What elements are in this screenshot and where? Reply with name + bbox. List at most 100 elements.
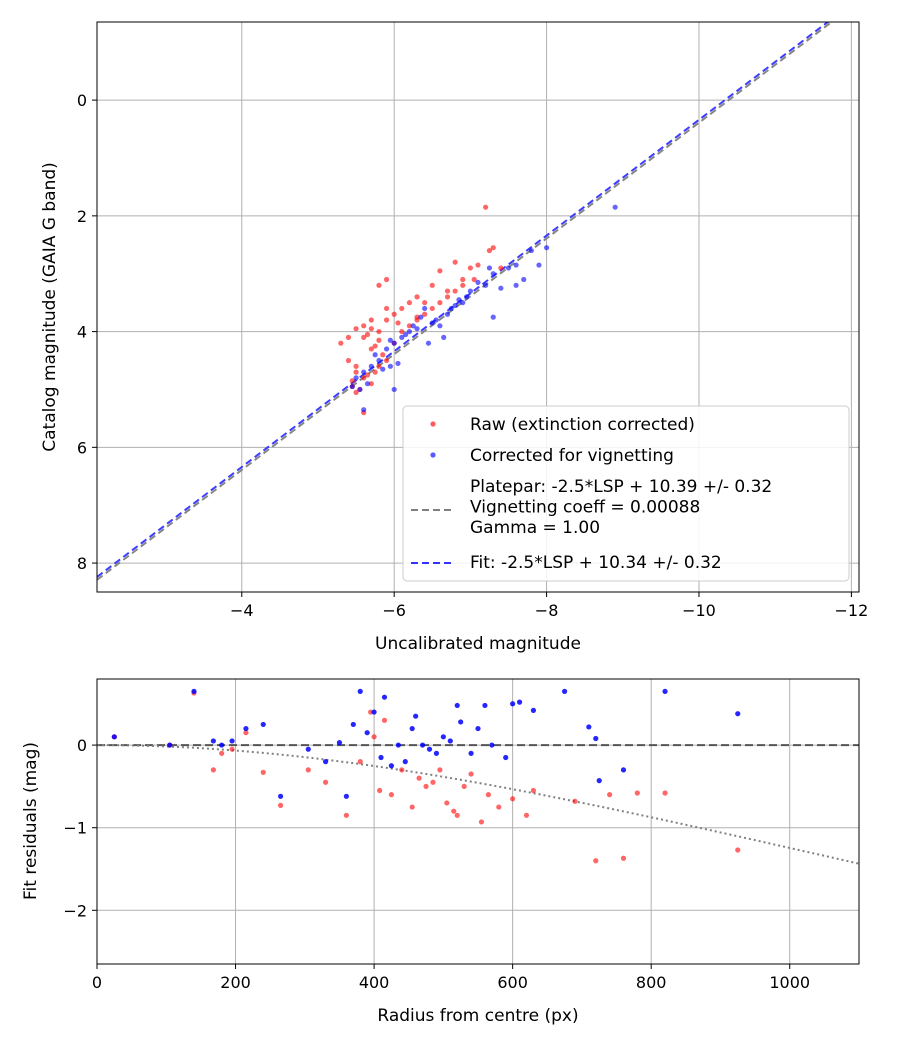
raw-residual-point [277,802,284,808]
legend: Raw (extinction corrected) Corrected for… [402,405,850,582]
legend-label-raw: Raw (extinction corrected) [470,415,695,435]
corrected-residual-point [378,754,384,761]
corrected-residual-point [381,694,388,700]
raw-point [471,276,477,283]
top-ticks: −4 −6 −8 −10 −12 0 2 4 6 8 [77,91,868,620]
raw-residual-point [468,771,474,777]
bottom-chart: 0 200 400 600 800 1000 0 −1 −2 Radius from centr… [21,678,860,1026]
corrected-point [513,262,519,268]
corrected-residual-point [662,688,668,694]
corrected-residual-point [343,793,349,799]
raw-residual-point [454,812,460,818]
legend-label-fit: Fit: -2.5*LSP + 10.34 +/- 0.32 [470,553,722,573]
raw-point [376,328,382,335]
corrected-point [399,334,405,340]
raw-point [383,357,390,364]
raw-point [422,300,428,306]
raw-residual-point [409,804,415,810]
raw-point [368,326,374,332]
raw-residual-point [229,746,235,752]
raw-residual-point [634,790,640,796]
corrected-residual-point [593,735,599,742]
raw-point [444,288,451,294]
raw-point [364,372,371,378]
raw-residual-point [260,769,266,775]
corrected-point [490,314,496,320]
corrected-point [422,305,428,312]
raw-residual-point [523,812,530,818]
raw-point [460,276,466,283]
bottom-x-tick-label: 400 [359,973,390,992]
corrected-residual-point [260,721,266,728]
corrected-residual-point [350,721,356,728]
raw-point [452,259,458,265]
corrected-residual-point [409,725,415,732]
corrected-point [391,386,397,393]
corrected-point [357,386,363,393]
raw-residual-point [530,787,537,794]
corrected-point [486,265,493,271]
raw-residual-point [496,804,502,810]
raw-point [361,334,367,340]
raw-point [391,311,397,317]
raw-residual-point [662,790,668,796]
raw-residual-point [381,717,388,723]
corrected-residual-point [323,759,329,765]
raw-residual-point [343,812,349,818]
raw-point [380,352,386,358]
raw-point [414,294,420,300]
corrected-residual-point [395,742,401,748]
raw-residual-point [210,767,216,773]
raw-residual-point [399,767,405,773]
bottom-axes-frame [96,678,860,965]
bottom-x-tick-label: 800 [636,973,667,992]
raw-residual-point [620,855,627,861]
bottom-ticks: 0 200 400 600 800 1000 0 −1 −2 [63,736,810,992]
top-y-axis-label: Catalog magnitude (GAIA G band) [40,162,60,452]
raw-point [372,369,378,375]
corrected-residual-point [454,702,460,709]
corrected-residual-point [426,746,433,752]
top-y-tick-label: 0 [77,91,87,110]
raw-point [429,282,435,288]
corrected-residual-point [482,702,488,709]
corrected-residual-point [503,754,509,761]
raw-residual-point [388,792,395,798]
corrected-residual-point [111,734,117,740]
legend-label-platepar: Platepar: -2.5*LSP + 10.39 +/- 0.32 Vigne… [470,477,772,538]
corrected-point [498,285,504,291]
raw-point [383,276,390,283]
corrected-point [475,279,481,286]
corrected-residual-point [475,725,481,732]
bottom-x-tick-label: 1000 [769,973,810,992]
top-y-tick-label: 8 [77,554,87,573]
raw-point [376,337,382,343]
raw-point [372,343,378,349]
corrected-point [444,311,451,317]
top-points [338,204,618,416]
top-x-tick-label: −4 [230,601,254,620]
corrected-residual-point [440,734,446,740]
corrected-point [448,305,454,312]
raw-point [422,311,428,317]
corrected-point [349,383,355,390]
raw-residual-point [461,783,467,789]
bottom-x-tick-label: 200 [220,973,251,992]
raw-point [353,326,359,332]
raw-point [475,262,481,268]
raw-point [399,328,405,335]
raw-point [345,334,352,340]
fit-line [97,22,834,581]
corrected-residual-point [357,688,363,694]
corrected-point [353,375,359,381]
corrected-point [380,366,386,372]
top-x-tick-label: −12 [834,601,868,620]
corrected-point [441,334,447,340]
corrected-point [429,320,435,326]
corrected-point [528,247,534,254]
raw-residual-point [305,767,311,773]
corrected-point [425,340,432,346]
raw-point [368,381,374,387]
corrected-point [467,288,473,294]
corrected-residual-point [468,750,474,756]
